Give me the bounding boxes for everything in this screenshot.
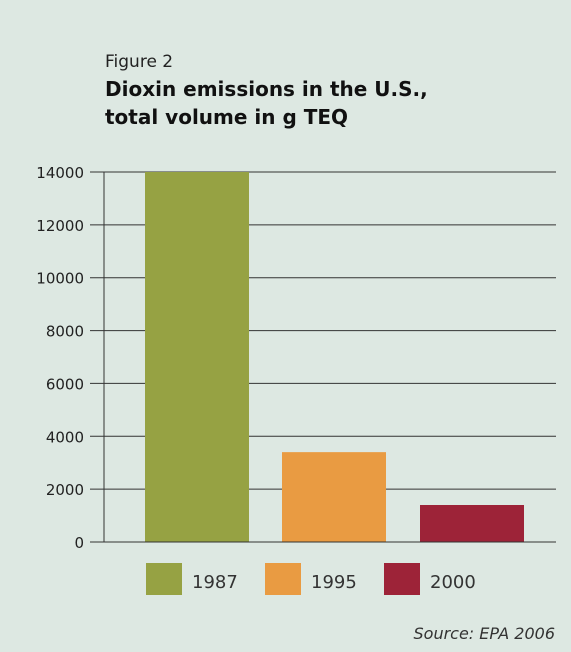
y-tick-label-6000: 6000	[46, 375, 84, 393]
legend-swatch-1987	[146, 563, 182, 595]
legend-swatch-1995	[265, 563, 301, 595]
y-tick-label-2000: 2000	[46, 481, 84, 499]
legend-label-2000: 2000	[430, 572, 476, 593]
bars	[145, 172, 524, 542]
source-note: Source: EPA 2006	[413, 624, 556, 643]
y-tick-label-10000: 10000	[36, 270, 84, 288]
legend-label-1987: 1987	[192, 572, 238, 593]
y-tick-label-4000: 4000	[46, 428, 84, 446]
chart-title: Dioxin emissions in the U.S., total volu…	[105, 75, 545, 131]
y-axis-ticks: 0 2000 4000 6000 8000 10000 12000 14000	[36, 164, 84, 552]
y-tick-label-14000: 14000	[36, 164, 84, 182]
y-tick-label-0: 0	[74, 534, 84, 552]
legend: 1987 1995 2000	[146, 563, 476, 595]
bar-1987	[145, 172, 249, 542]
legend-swatch-2000	[384, 563, 420, 595]
bar-2000	[420, 505, 524, 542]
y-tick-label-12000: 12000	[36, 217, 84, 235]
y-tick-label-8000: 8000	[46, 323, 84, 341]
figure-label: Figure 2	[105, 52, 174, 72]
bar-1995	[282, 452, 386, 542]
legend-label-1995: 1995	[311, 572, 357, 593]
chart-title-line-1: Dioxin emissions in the U.S.,	[105, 77, 428, 101]
chart-title-line-2: total volume in g TEQ	[105, 105, 349, 129]
